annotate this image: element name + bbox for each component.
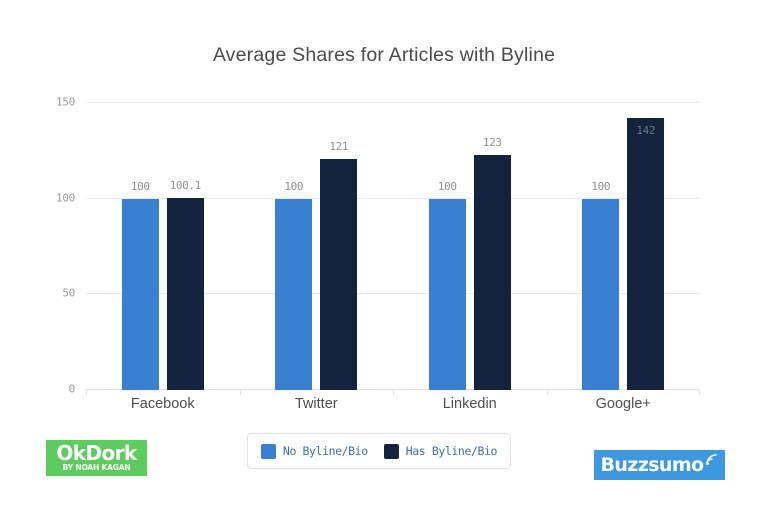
- chart-legend[interactable]: No Byline/Bio Has Byline/Bio: [247, 433, 511, 469]
- bar-group: 100 121: [240, 103, 394, 390]
- y-axis-tick-label: 100: [56, 191, 75, 205]
- x-axis-category-label: Linkedin: [442, 396, 497, 412]
- y-axis-tick-label: 0: [68, 382, 76, 396]
- x-axis-separator: [239, 389, 241, 395]
- bar-value-label: 100: [437, 179, 457, 193]
- bar-value-label: 100: [130, 179, 150, 193]
- buzzsumo-logo: Buzzsumo: [594, 450, 725, 480]
- gridline: 50: [62, 287, 700, 300]
- bar[interactable]: 100: [582, 180, 620, 390]
- bar-group: 100 100.1: [86, 103, 240, 390]
- legend-label: Has Byline/Bio: [405, 444, 498, 458]
- legend-color-swatch: [383, 443, 399, 459]
- bar-value-label: 100.1: [169, 179, 202, 193]
- y-axis-tick-label: 150: [56, 95, 75, 109]
- bar-value-label: 142: [636, 124, 656, 138]
- gridline: 150: [56, 96, 700, 109]
- wifi-signal-icon: [705, 452, 719, 471]
- bar-groups-layer: 100 100.1 100 121 100 123 100 142: [86, 103, 700, 390]
- x-axis-separator: [546, 389, 548, 395]
- x-axis-category-label: Twitter: [294, 396, 338, 412]
- buzzsumo-logo-name: Buzzsumo: [600, 454, 704, 476]
- x-axis-separator: [699, 389, 700, 395]
- y-axis-tick-label: 50: [62, 286, 75, 300]
- legend-color-swatch: [260, 443, 276, 459]
- x-axis-separator: [86, 389, 87, 395]
- bar-value-label: 123: [482, 135, 502, 149]
- bar[interactable]: 142: [627, 118, 665, 390]
- okdork-logo: OkDork BY NOAH KAGAN: [46, 440, 147, 476]
- x-axis-labels: Facebook Twitter Linkedin Google+: [86, 396, 700, 418]
- legend-item[interactable]: Has Byline/Bio: [383, 443, 498, 459]
- x-axis-category-label: Facebook: [130, 396, 195, 412]
- bar-value-label: 100: [284, 179, 304, 193]
- bar[interactable]: 121: [320, 140, 358, 390]
- gridline: 100: [56, 191, 700, 204]
- bar-group: 100 123: [393, 103, 547, 390]
- bar-value-label: 121: [329, 139, 349, 153]
- legend-item[interactable]: No Byline/Bio: [260, 443, 368, 459]
- chart-title: Average Shares for Articles with Byline: [212, 44, 556, 66]
- bar[interactable]: 100.1: [166, 179, 204, 390]
- bar[interactable]: 100: [121, 180, 159, 390]
- okdork-logo-name: OkDork: [56, 441, 137, 465]
- bar[interactable]: 100: [275, 180, 313, 390]
- okdork-logo-tagline: BY NOAH KAGAN: [62, 463, 131, 472]
- bar[interactable]: 100: [428, 180, 466, 390]
- bar-group: 100 142: [547, 103, 701, 390]
- legend-label: No Byline/Bio: [282, 444, 368, 458]
- x-axis-category-label: Google+: [595, 396, 651, 412]
- x-axis-baseline: 0: [69, 383, 700, 396]
- bar[interactable]: 123: [473, 136, 511, 390]
- x-axis-separator: [393, 389, 394, 395]
- bar-value-label: 100: [591, 179, 611, 193]
- plot-area: 0 50 100 150 100 100.1 100 121 100 123 100 142: [56, 96, 700, 396]
